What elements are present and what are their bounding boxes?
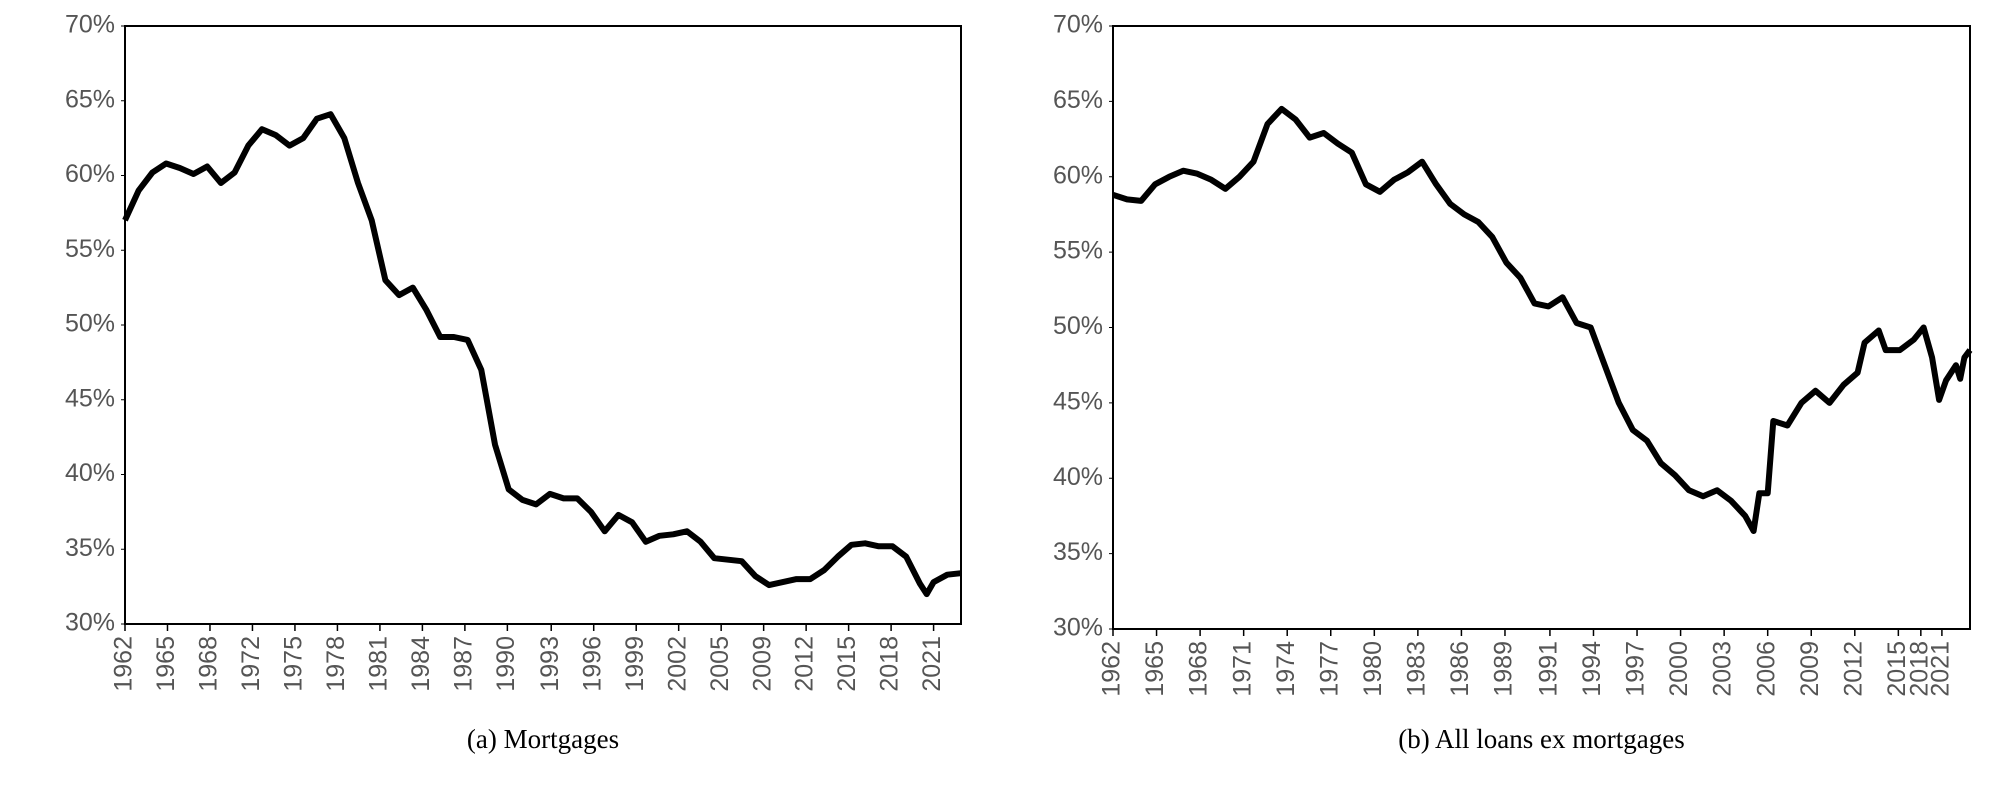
x-tick-label: 1986: [1446, 641, 1474, 697]
x-tick-label: 1997: [1622, 641, 1650, 697]
y-tick-label: 65%: [1053, 86, 1103, 114]
x-tick-label: 1996: [578, 636, 606, 692]
y-tick-label: 65%: [65, 85, 115, 113]
x-tick-label: 2009: [748, 636, 776, 692]
x-tick-label: 2015: [833, 636, 861, 692]
y-tick-label: 70%: [1053, 11, 1103, 39]
x-tick-label: 1972: [237, 636, 265, 692]
x-tick-label: 1962: [1098, 641, 1126, 697]
x-tick-label: 1984: [407, 636, 435, 692]
x-tick-label: 1989: [1490, 641, 1518, 697]
y-tick-label: 35%: [65, 534, 115, 562]
x-tick-label: 2018: [1905, 641, 1933, 697]
x-tick-label: 1968: [1185, 641, 1213, 697]
x-tick-label: 1978: [322, 636, 350, 692]
x-tick-label: 1968: [195, 636, 223, 692]
y-tick-label: 70%: [65, 11, 115, 39]
x-tick-label: 1990: [492, 636, 520, 692]
y-tick-label: 40%: [65, 459, 115, 487]
x-tick-label: 2002: [663, 636, 691, 692]
x-tick-label: 1971: [1228, 641, 1256, 697]
x-tick-label: 2009: [1796, 641, 1824, 697]
x-tick-label: 2005: [706, 636, 734, 692]
y-tick-label: 30%: [1053, 614, 1103, 642]
y-tick-label: 55%: [65, 235, 115, 263]
x-tick-label: 2015: [1883, 641, 1911, 697]
plot-frame: [124, 25, 962, 625]
y-tick-label: 55%: [1053, 237, 1103, 265]
x-tick-label: 1987: [449, 636, 477, 692]
x-tick-label: 1983: [1402, 641, 1430, 697]
x-tick-label: 1962: [110, 636, 138, 692]
x-tick-label: 1980: [1359, 641, 1387, 697]
y-tick-label: 45%: [65, 384, 115, 412]
x-tick-label: 1975: [280, 636, 308, 692]
line: [122, 111, 962, 598]
x-tick-label: 1994: [1578, 641, 1606, 697]
y-tick-label: 30%: [65, 609, 115, 637]
x-tick-label: 1974: [1272, 641, 1300, 697]
x-tick-label: 1993: [536, 636, 564, 692]
y-tick-label: 35%: [1053, 538, 1103, 566]
caption: (b) All loans ex mortgages: [1398, 724, 1684, 754]
x-tick-label: 2006: [1752, 641, 1780, 697]
y-tick-label: 50%: [1053, 312, 1103, 340]
x-tick-label: 2012: [791, 636, 819, 692]
x-tick-label: 1981: [365, 636, 393, 692]
x-tick-label: 2000: [1665, 641, 1693, 697]
y-tick-label: 50%: [65, 310, 115, 338]
x-tick-label: 2021: [918, 636, 946, 692]
y-tick-label: 40%: [1053, 463, 1103, 491]
x-tick-label: 2003: [1709, 641, 1737, 697]
caption: (a) Mortgages: [467, 724, 619, 754]
x-tick-label: 1991: [1535, 641, 1563, 697]
y-tick-label: 60%: [65, 160, 115, 188]
line: [1112, 105, 1973, 534]
x-tick-label: 1965: [1141, 641, 1169, 697]
x-tick-label: 1999: [621, 636, 649, 692]
x-tick-label: 2018: [876, 636, 904, 692]
x-tick-label: 2012: [1839, 641, 1867, 697]
y-tick-label: 60%: [1053, 161, 1103, 189]
y-tick-label: 45%: [1053, 387, 1103, 415]
x-tick-label: 2021: [1927, 641, 1955, 697]
plot-frame: [1112, 25, 1971, 630]
x-tick-label: 1977: [1315, 641, 1343, 697]
x-tick-label: 1965: [152, 636, 180, 692]
